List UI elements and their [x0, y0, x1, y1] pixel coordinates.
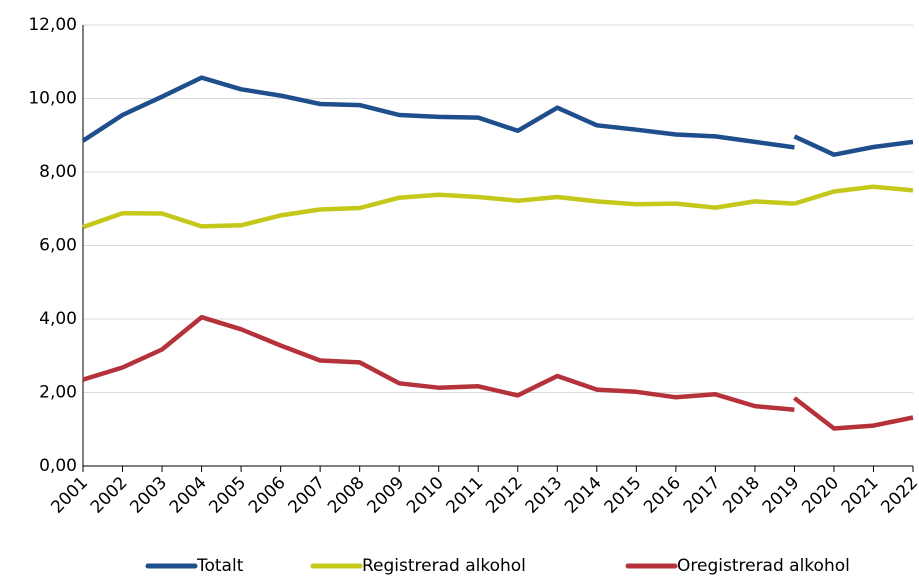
x-tick-label: 2011	[443, 473, 488, 518]
legend-label: Registrerad alkohol	[362, 556, 526, 576]
y-tick-label: 12,00	[28, 15, 77, 35]
x-tick-label: 2001	[47, 473, 92, 518]
x-tick-label: 2004	[166, 473, 211, 518]
x-tick-label: 2013	[522, 473, 567, 518]
x-tick-label: 2018	[719, 473, 764, 518]
series-line	[81, 75, 914, 157]
series-line	[82, 314, 914, 431]
y-tick-label: 2,00	[39, 383, 77, 403]
x-tick-label: 2015	[601, 473, 646, 518]
x-tick-label: 2012	[482, 473, 527, 518]
y-tick-label: 6,00	[39, 236, 77, 256]
legend-label: Oregistrerad alkohol	[677, 556, 850, 576]
x-tick-label: 2008	[324, 473, 369, 518]
x-tick-label: 2017	[680, 473, 725, 518]
y-tick-label: 8,00	[39, 162, 77, 182]
x-tick-label: 2010	[403, 473, 448, 518]
x-tick-label: 2021	[838, 473, 883, 518]
x-tick-label: 2020	[798, 473, 843, 518]
x-tick-label: 2005	[205, 473, 250, 518]
legend-label: Totalt	[196, 556, 244, 576]
x-tick-label: 2019	[759, 473, 804, 518]
x-tick-label: 2009	[364, 473, 409, 518]
y-tick-label: 4,00	[39, 309, 77, 329]
y-tick-label: 0,00	[39, 456, 77, 476]
x-tick-label: 2022	[877, 473, 919, 518]
series-line	[82, 184, 914, 230]
x-tick-label: 2016	[640, 473, 685, 518]
x-tick-label: 2014	[561, 473, 606, 518]
x-tick-label: 2006	[245, 473, 290, 518]
x-tick-label: 2002	[87, 473, 132, 518]
x-tick-label: 2003	[126, 473, 171, 518]
y-tick-label: 10,00	[28, 89, 77, 109]
x-tick-label: 2007	[284, 473, 329, 518]
